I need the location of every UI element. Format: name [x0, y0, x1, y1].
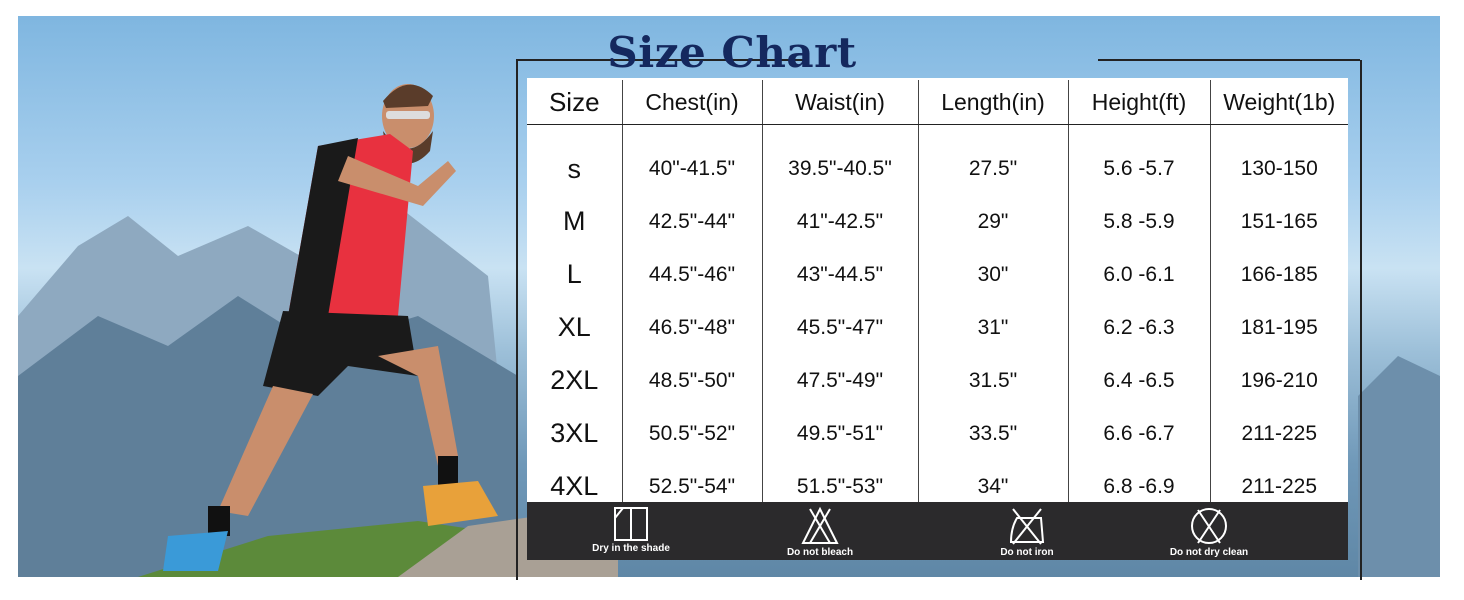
title-rule-right — [1098, 59, 1360, 61]
cell-waist: 47.5"-49" — [761, 354, 918, 407]
header-size: Size — [527, 80, 622, 125]
cell-size: M — [563, 206, 586, 236]
cell-waist: 41"-42.5" — [761, 195, 918, 248]
table-row: 3XL 50.5"-52" 49.5"-51" 33.5" 6.6 -6.7 211-22… — [527, 407, 1348, 460]
cell-waist: 43"-44.5" — [761, 248, 918, 301]
table-row: L 44.5"-46" 43"-44.5" 30" 6.0 -6.1 166-185 — [527, 248, 1348, 301]
table-row: XL 46.5"-48" 45.5"-47" 31" 6.2 -6.3 181-195 — [527, 301, 1348, 354]
cell-waist: 45.5"-47" — [761, 301, 918, 354]
cell-size: 2XL — [550, 365, 599, 395]
care-label: Do not dry clean — [1169, 547, 1249, 558]
cell-length: 31" — [917, 301, 1068, 354]
table-row: M 42.5"-44" 41"-42.5" 29" 5.8 -5.9 151-165 — [527, 195, 1348, 248]
cell-size: L — [566, 259, 582, 289]
care-label: Dry in the shade — [592, 543, 670, 554]
cell-length: 27.5" — [917, 124, 1068, 195]
cell-size: 3XL — [550, 418, 599, 448]
cell-height: 6.4 -6.5 — [1067, 354, 1210, 407]
cell-length: 33.5" — [917, 407, 1068, 460]
cell-weight: 166-185 — [1209, 248, 1348, 301]
cell-height: 6.2 -6.3 — [1067, 301, 1210, 354]
do-not-iron-icon — [1009, 508, 1045, 545]
mountains-illustration — [18, 84, 1440, 577]
cell-chest: 48.5"-50" — [621, 354, 762, 407]
do-not-dry-clean-icon — [1191, 508, 1227, 544]
cell-chest: 46.5"-48" — [621, 301, 762, 354]
size-chart-title: Size Chart — [607, 28, 857, 77]
care-item: Do not iron — [947, 506, 1107, 558]
size-table: Size Chest(in) Waist(in) Length(in) Heig… — [527, 80, 1348, 513]
do-not-bleach-icon — [801, 506, 839, 544]
care-item: Do not dry clean — [1129, 506, 1289, 558]
header-weight: Weight(1b) — [1209, 80, 1348, 125]
title-rule-left — [516, 59, 806, 61]
cell-weight: 130-150 — [1209, 124, 1348, 195]
care-label: Do not bleach — [786, 547, 854, 558]
cell-chest: 50.5"-52" — [621, 407, 762, 460]
table-row: 2XL 48.5"-50" 47.5"-49" 31.5" 6.4 -6.5 196-21… — [527, 354, 1348, 407]
header-waist: Waist(in) — [761, 80, 918, 125]
cell-height: 6.6 -6.7 — [1067, 407, 1210, 460]
dry-in-shade-icon — [614, 507, 648, 541]
cell-size: XL — [557, 312, 591, 342]
cell-chest: 40"-41.5" — [621, 124, 762, 195]
cell-height: 6.0 -6.1 — [1067, 248, 1210, 301]
header-height: Height(ft) — [1067, 80, 1210, 125]
cell-chest: 42.5"-44" — [621, 195, 762, 248]
cell-weight: 196-210 — [1209, 354, 1348, 407]
cell-height: 5.6 -5.7 — [1067, 124, 1210, 195]
care-label: Do not iron — [1000, 547, 1054, 558]
header-length: Length(in) — [917, 80, 1068, 125]
care-item: Do not bleach — [740, 506, 900, 558]
cell-weight: 151-165 — [1209, 195, 1348, 248]
chart-frame — [516, 60, 1362, 580]
cell-weight: 181-195 — [1209, 301, 1348, 354]
cell-size: 4XL — [550, 471, 599, 501]
cell-waist: 39.5"-40.5" — [761, 124, 918, 195]
cell-length: 29" — [917, 195, 1068, 248]
cell-weight: 211-225 — [1209, 407, 1348, 460]
care-instructions-bar: Dry in the shade Do not bleach Do not ir… — [527, 502, 1348, 560]
cell-length: 30" — [917, 248, 1068, 301]
table-row: s 40"-41.5" 39.5"-40.5" 27.5" 5.6 -5.7 130-15… — [527, 124, 1348, 195]
cell-waist: 49.5"-51" — [761, 407, 918, 460]
cell-chest: 44.5"-46" — [621, 248, 762, 301]
header-row: Size Chest(in) Waist(in) Length(in) Heig… — [527, 80, 1348, 125]
cell-size: s — [567, 153, 582, 184]
cell-length: 31.5" — [917, 354, 1068, 407]
header-chest: Chest(in) — [621, 80, 762, 125]
care-item: Dry in the shade — [551, 506, 711, 554]
cell-height: 5.8 -5.9 — [1067, 195, 1210, 248]
